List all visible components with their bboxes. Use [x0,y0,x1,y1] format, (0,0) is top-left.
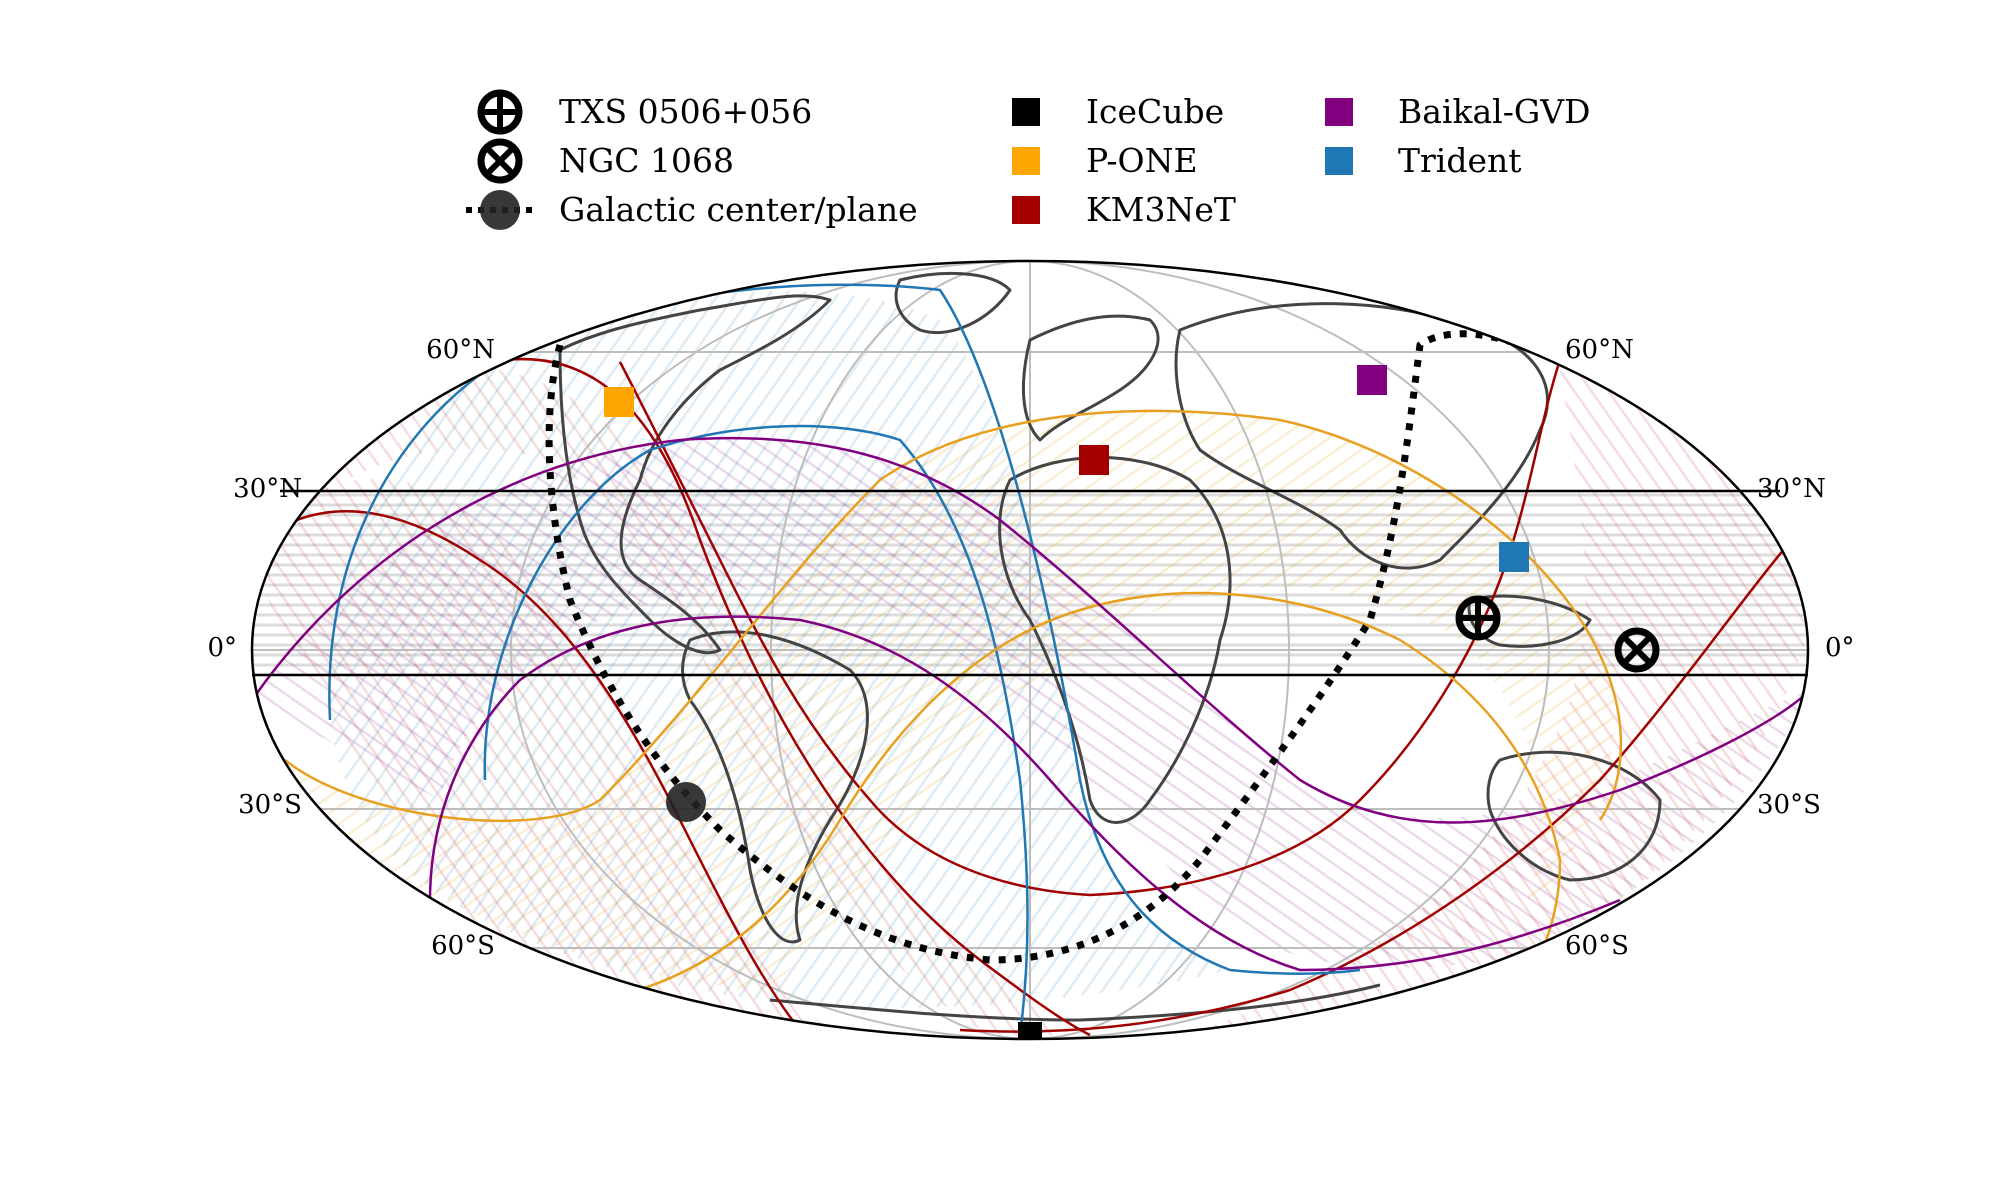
legend-item-txs: TXS 0506+056 [477,89,812,135]
horizon-lines [252,283,1808,1037]
legend-item-trident: Trident [1325,141,1522,180]
circle-plus-icon [477,89,523,135]
mollweide-map: 60°N 60°N 30°N 30°N 0° 0° 30°S 30°S 60°S… [207,259,1855,1041]
swatch-icon [1325,98,1353,126]
km3net-horizon-mid [618,359,1562,897]
trident-marker [1499,542,1529,572]
dotted-line-dot-icon [466,190,532,230]
coastlines [558,272,1662,1022]
legend-item-ngc: NGC 1068 [477,138,734,184]
lat-label-eq-west: 0° [207,633,237,663]
lat-label-eq-east: 0° [1825,633,1855,663]
lat-label-30n-east: 30°N [1757,474,1826,504]
baikal-horizon-south [428,615,1621,972]
source-markers [666,595,1660,822]
legend-item-pone: P-ONE [1012,141,1198,180]
pone-horizon-north [284,409,1623,823]
legend-label: TXS 0506+056 [559,92,812,131]
lat-label-30s-east: 30°S [1757,790,1821,820]
swatch-icon [1325,147,1353,175]
trident-horizon-inner [483,424,1029,1036]
legend-label: P-ONE [1086,141,1198,180]
ngc-marker-icon [1614,627,1660,673]
baikal-horizon-north [252,436,1808,824]
km3net-marker [1079,445,1109,475]
km3net-horizon-east [959,529,1801,1033]
km3net-horizon-west [252,510,801,1031]
legend-label: NGC 1068 [559,141,734,180]
legend-label: KM3NeT [1086,190,1236,229]
trident-horizon-outer [328,283,1361,975]
detector-markers [604,365,1529,1040]
swatch-icon [1012,98,1040,126]
galactic-center-marker [666,782,706,822]
latitude-labels: 60°N 60°N 30°N 30°N 0° 0° 30°S 30°S 60°S… [207,335,1854,961]
lat-label-30n-west: 30°N [233,474,302,504]
legend-item-km3net: KM3NeT [1012,190,1236,229]
lat-label-60n-west: 60°N [426,335,495,365]
icecube-marker [1018,1022,1042,1040]
circle-times-icon [477,138,523,184]
legend-item-baikal: Baikal-GVD [1325,92,1591,131]
lat-label-60s-west: 60°S [431,931,495,961]
swatch-icon [1012,196,1040,224]
lat-label-30s-west: 30°S [238,790,302,820]
lat-label-60s-east: 60°S [1565,931,1629,961]
legend: TXS 0506+056 NGC 1068 Galactic center/pl… [466,89,1591,230]
legend-label: IceCube [1086,92,1224,131]
pone-horizon-south [599,591,1562,1002]
baikal-marker [1357,365,1387,395]
lat-label-60n-east: 60°N [1565,335,1634,365]
legend-item-icecube: IceCube [1012,92,1224,131]
legend-label: Galactic center/plane [559,190,918,229]
galactic-plane-line [545,330,1522,964]
pone-marker [604,387,634,417]
swatch-icon [1012,147,1040,175]
legend-item-galactic: Galactic center/plane [466,190,918,230]
legend-label: Baikal-GVD [1398,92,1591,131]
txs-marker-icon [1455,595,1501,641]
legend-label: Trident [1398,141,1522,180]
